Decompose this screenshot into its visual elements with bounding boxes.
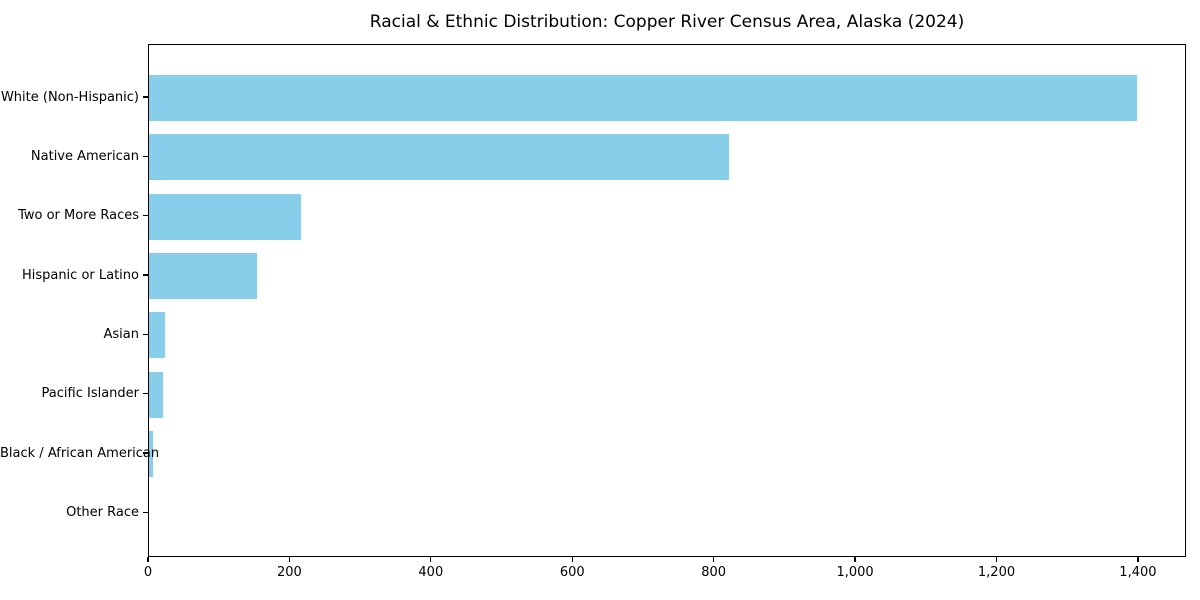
y-tick-label-pacific-islander: Pacific Islander — [41, 386, 139, 402]
x-tick-mark — [854, 557, 856, 562]
chart-title: Racial & Ethnic Distribution: Copper Riv… — [369, 12, 965, 32]
bar-white-non-hispanic — [149, 75, 1137, 121]
x-tick-mark — [995, 557, 998, 562]
x-tick-label-1400: 1,400 — [1119, 565, 1157, 580]
x-tick-label-1200: 1,200 — [977, 565, 1016, 580]
x-tick-label-0: 0 — [143, 565, 153, 580]
y-tick-mark — [143, 393, 148, 395]
y-tick-mark — [143, 333, 148, 335]
x-tick-mark — [1137, 557, 1139, 562]
bar-native-american — [149, 134, 729, 181]
y-tick-label-asian: Asian — [103, 326, 139, 342]
x-tick-mark — [571, 557, 573, 562]
bar-asian — [149, 312, 166, 359]
y-tick-mark — [143, 215, 148, 217]
x-tick-label-800: 800 — [701, 565, 727, 580]
y-tick-mark — [143, 155, 148, 157]
bar-hispanic-or-latino — [149, 253, 257, 300]
y-tick-mark — [143, 96, 148, 98]
x-tick-mark — [713, 557, 715, 562]
x-tick-mark — [288, 557, 290, 562]
y-tick-label-white-non-hispanic: White (Non-Hispanic) — [0, 89, 139, 105]
bar-pacific-islander — [149, 371, 164, 418]
x-tick-label-600: 600 — [559, 565, 585, 580]
y-tick-label-hispanic-or-latino: Hispanic or Latino — [21, 267, 139, 283]
bar-two-or-more-races — [149, 193, 301, 240]
y-tick-mark — [143, 452, 148, 454]
x-tick-label-200: 200 — [276, 565, 302, 580]
y-tick-label-other-race: Other Race — [66, 504, 139, 520]
bar-black-african-american — [149, 431, 153, 478]
plot-area — [148, 44, 1186, 557]
y-tick-mark — [143, 274, 148, 276]
y-tick-label-black-african-american: Black / African American — [0, 445, 160, 461]
y-tick-mark — [143, 511, 148, 513]
x-tick-label-1000: 1,000 — [836, 565, 874, 580]
x-tick-label-400: 400 — [418, 565, 444, 580]
x-tick-mark — [147, 557, 149, 562]
y-tick-label-native-american: Native American — [30, 148, 139, 164]
x-tick-mark — [430, 557, 432, 562]
y-tick-label-two-or-more-races: Two or More Races — [18, 208, 139, 224]
